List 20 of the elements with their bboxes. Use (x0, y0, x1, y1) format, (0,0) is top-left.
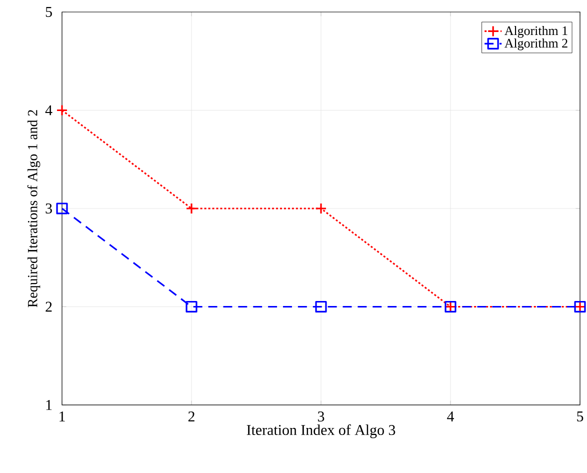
x-tick-label: 2 (188, 411, 194, 422)
y-tick-label: 2 (46, 302, 52, 312)
point (315, 300, 327, 313)
x-axis-title: Iteration Index of Algo 3 (246, 424, 396, 438)
x-tick-label: 3 (318, 411, 324, 422)
legend-label: Algorithm 2 (504, 38, 568, 50)
y-axis-title: Required Iterations of Algo 1 and 2 (27, 110, 40, 308)
y-tick-label: 1 (46, 400, 52, 410)
point (56, 104, 68, 116)
point (56, 202, 68, 214)
x-tick-label: 1 (60, 412, 65, 422)
y-tick-label: 3 (46, 203, 52, 214)
legend-label: Algorithm 1 (504, 26, 568, 38)
point (186, 202, 198, 214)
point (315, 202, 327, 214)
y-tick-label: 4 (45, 105, 52, 116)
y-tick-label: 5 (46, 7, 52, 17)
point (186, 300, 198, 313)
x-tick-label: 5 (577, 412, 584, 422)
x-tick-label: 4 (447, 412, 454, 422)
